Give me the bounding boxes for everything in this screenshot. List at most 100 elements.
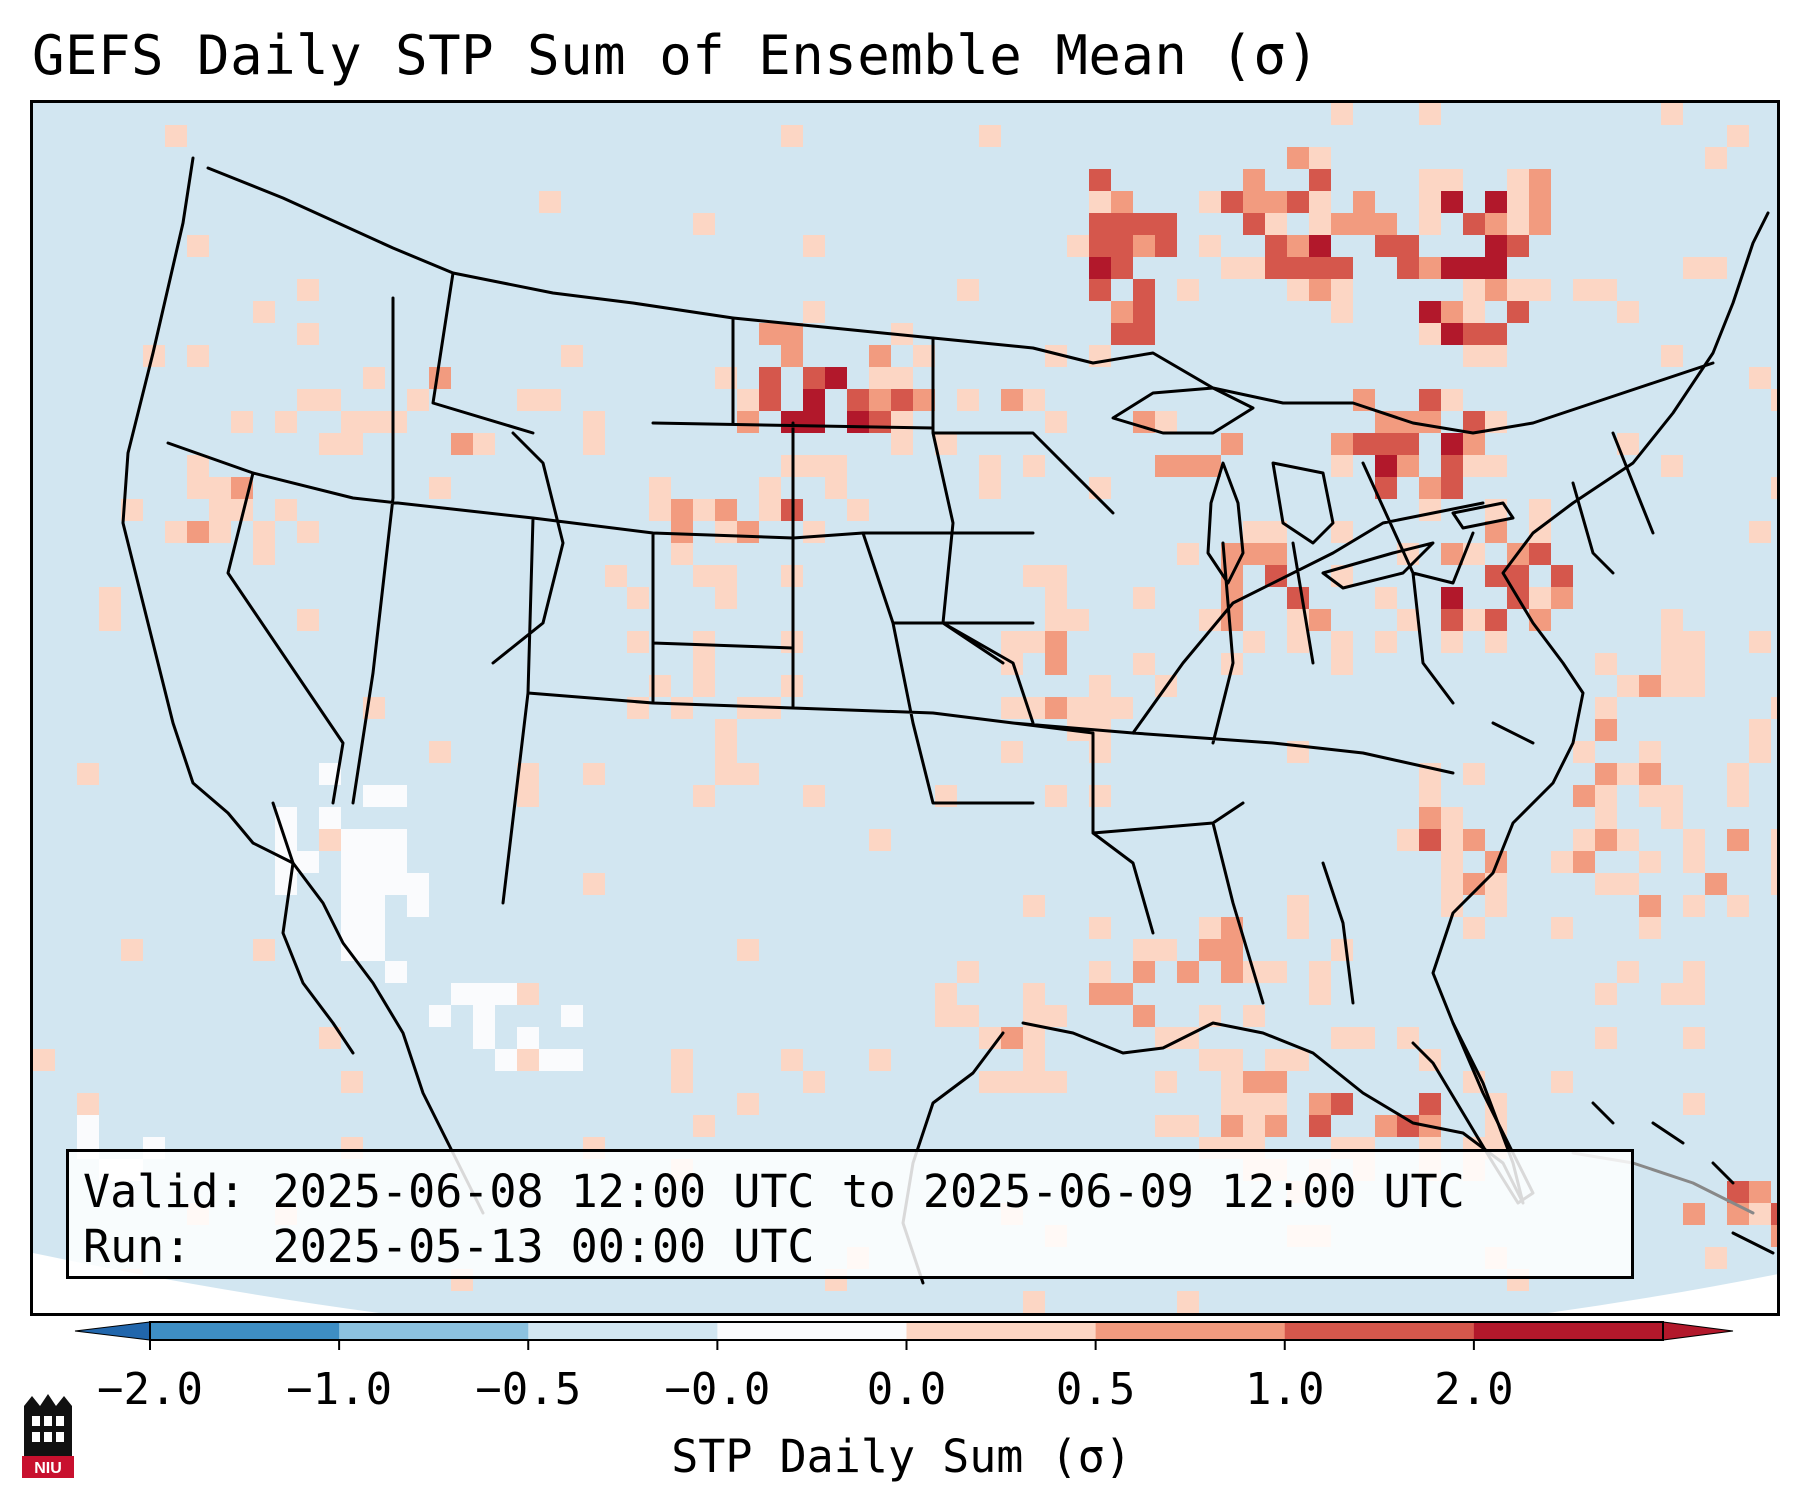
field-cell	[1023, 1313, 1045, 1316]
field-cell	[1375, 1115, 1397, 1137]
field-cell	[33, 1049, 55, 1071]
field-cell	[517, 1027, 539, 1049]
field-cell	[99, 587, 121, 609]
field-cell	[1331, 1027, 1353, 1049]
field-cell	[1441, 829, 1463, 851]
field-cell	[1705, 257, 1727, 279]
field-cell	[341, 851, 363, 873]
field-cell	[275, 873, 297, 895]
field-cell	[1617, 763, 1639, 785]
field-cell	[1463, 873, 1485, 895]
field-cell	[1573, 785, 1595, 807]
colorbar-tick-label: 0.5	[1055, 1364, 1136, 1415]
field-cell	[1419, 1093, 1441, 1115]
field-cell	[759, 477, 781, 499]
field-cell	[1397, 235, 1419, 257]
field-cell	[1199, 1005, 1221, 1027]
field-cell	[1133, 653, 1155, 675]
field-cell	[1111, 323, 1133, 345]
field-cell	[693, 565, 715, 587]
field-cell	[869, 345, 891, 367]
colorbar-segment	[339, 1322, 529, 1340]
field-cell	[869, 1049, 891, 1071]
field-cell	[1397, 433, 1419, 455]
field-cell	[1089, 697, 1111, 719]
field-cell	[1441, 301, 1463, 323]
field-cell	[1463, 279, 1485, 301]
state-lines	[166, 271, 1655, 1005]
field-cell	[1485, 235, 1507, 257]
field-cell	[935, 1005, 957, 1027]
field-cell	[1243, 1071, 1265, 1093]
field-cell	[1463, 257, 1485, 279]
field-cell	[341, 411, 363, 433]
field-cell	[957, 389, 979, 411]
field-cell	[1265, 191, 1287, 213]
field-cell	[1265, 961, 1287, 983]
field-cell	[1221, 543, 1243, 565]
field-cell	[1221, 609, 1243, 631]
field-cell	[341, 917, 363, 939]
colorbar-tick-label: 0.0	[866, 1364, 947, 1415]
field-cell	[341, 1071, 363, 1093]
field-cell	[385, 873, 407, 895]
field-cell	[1551, 851, 1573, 873]
field-cell	[627, 587, 649, 609]
field-cell	[1683, 829, 1705, 851]
field-cell	[165, 521, 187, 543]
field-cell	[979, 1071, 1001, 1093]
field-cell	[1045, 1071, 1067, 1093]
field-cell	[671, 697, 693, 719]
field-cell	[1485, 213, 1507, 235]
field-cell	[715, 741, 737, 763]
field-cell	[1265, 1071, 1287, 1093]
field-cell	[1111, 191, 1133, 213]
field-cell	[1287, 895, 1309, 917]
field-cell	[1661, 609, 1683, 631]
field-cell	[1617, 829, 1639, 851]
field-cell	[1287, 917, 1309, 939]
field-cell	[561, 1005, 583, 1027]
field-cell	[715, 587, 737, 609]
field-cell	[1771, 697, 1777, 719]
field-cell	[693, 213, 715, 235]
field-cell	[1331, 1093, 1353, 1115]
field-cell	[1199, 939, 1221, 961]
field-cell	[1419, 477, 1441, 499]
map-frame	[30, 100, 1780, 1316]
field-cell	[979, 477, 1001, 499]
field-cell	[1463, 543, 1485, 565]
colorbar	[74, 1321, 1734, 1350]
field-cell	[297, 279, 319, 301]
field-cell	[1485, 895, 1507, 917]
field-cell	[671, 499, 693, 521]
field-cell	[759, 389, 781, 411]
field-cell	[385, 411, 407, 433]
field-cell	[1683, 1093, 1705, 1115]
field-cell	[1067, 697, 1089, 719]
field-cell	[407, 389, 429, 411]
field-cell	[737, 939, 759, 961]
field-cell	[275, 411, 297, 433]
field-cell	[759, 367, 781, 389]
field-cell	[1045, 785, 1067, 807]
field-cell	[407, 895, 429, 917]
field-cell	[1331, 653, 1353, 675]
field-cell	[1331, 455, 1353, 477]
field-cell	[341, 433, 363, 455]
field-cell	[209, 521, 231, 543]
field-cell	[1045, 631, 1067, 653]
field-cell	[473, 1027, 495, 1049]
field-cell	[1067, 609, 1089, 631]
field-cell	[1309, 235, 1331, 257]
field-cell	[1485, 191, 1507, 213]
field-cell	[1595, 279, 1617, 301]
field-cell	[1771, 873, 1777, 895]
field-cell	[737, 521, 759, 543]
field-cell	[1595, 829, 1617, 851]
field-cell	[1705, 873, 1727, 895]
field-cell	[1441, 257, 1463, 279]
field-cell	[913, 345, 935, 367]
field-cell	[1243, 543, 1265, 565]
field-cell	[1419, 829, 1441, 851]
